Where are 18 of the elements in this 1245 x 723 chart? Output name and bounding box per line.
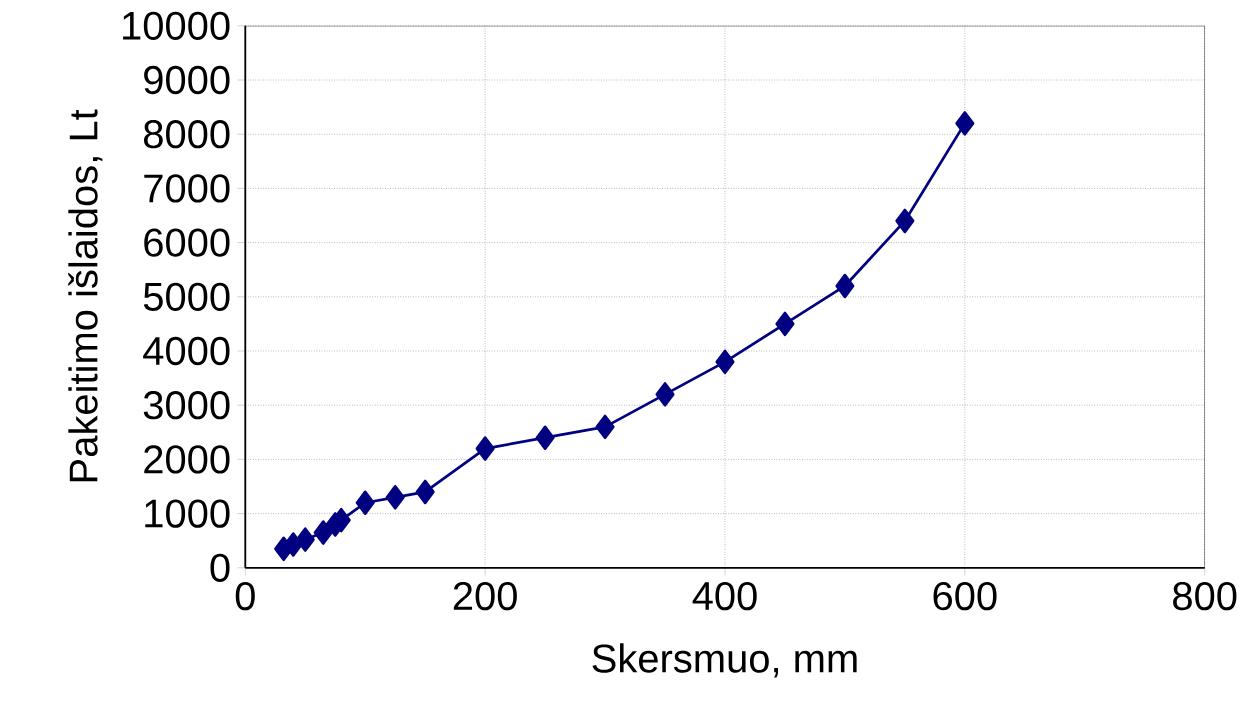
x-tick-label: 200 [453,581,517,611]
y-axis-title: Pakeitimo išlaidos, Lt [68,109,103,482]
y-tick-label: 3000 [143,390,230,420]
y-tick-label: 8000 [144,119,230,149]
y-tick-label: 9000 [144,65,230,95]
y-tick-label: 2000 [144,445,230,474]
y-tick-label: 0 [210,553,230,582]
y-tick-label: 10000 [123,11,230,40]
y-tick-label: 4000 [143,336,230,366]
x-axis-title: Skersmuo, mm [592,643,857,678]
y-tick-label: 7000 [144,174,230,203]
y-tick-label: 5000 [143,282,230,311]
y-tick-label: 6000 [144,228,230,257]
x-tick-label: 400 [692,581,757,611]
x-tick-label: 600 [933,581,997,611]
x-tick-label: 800 [1173,581,1237,611]
y-tick-label: 1000 [145,499,230,528]
x-tick-label: 0 [235,581,255,611]
